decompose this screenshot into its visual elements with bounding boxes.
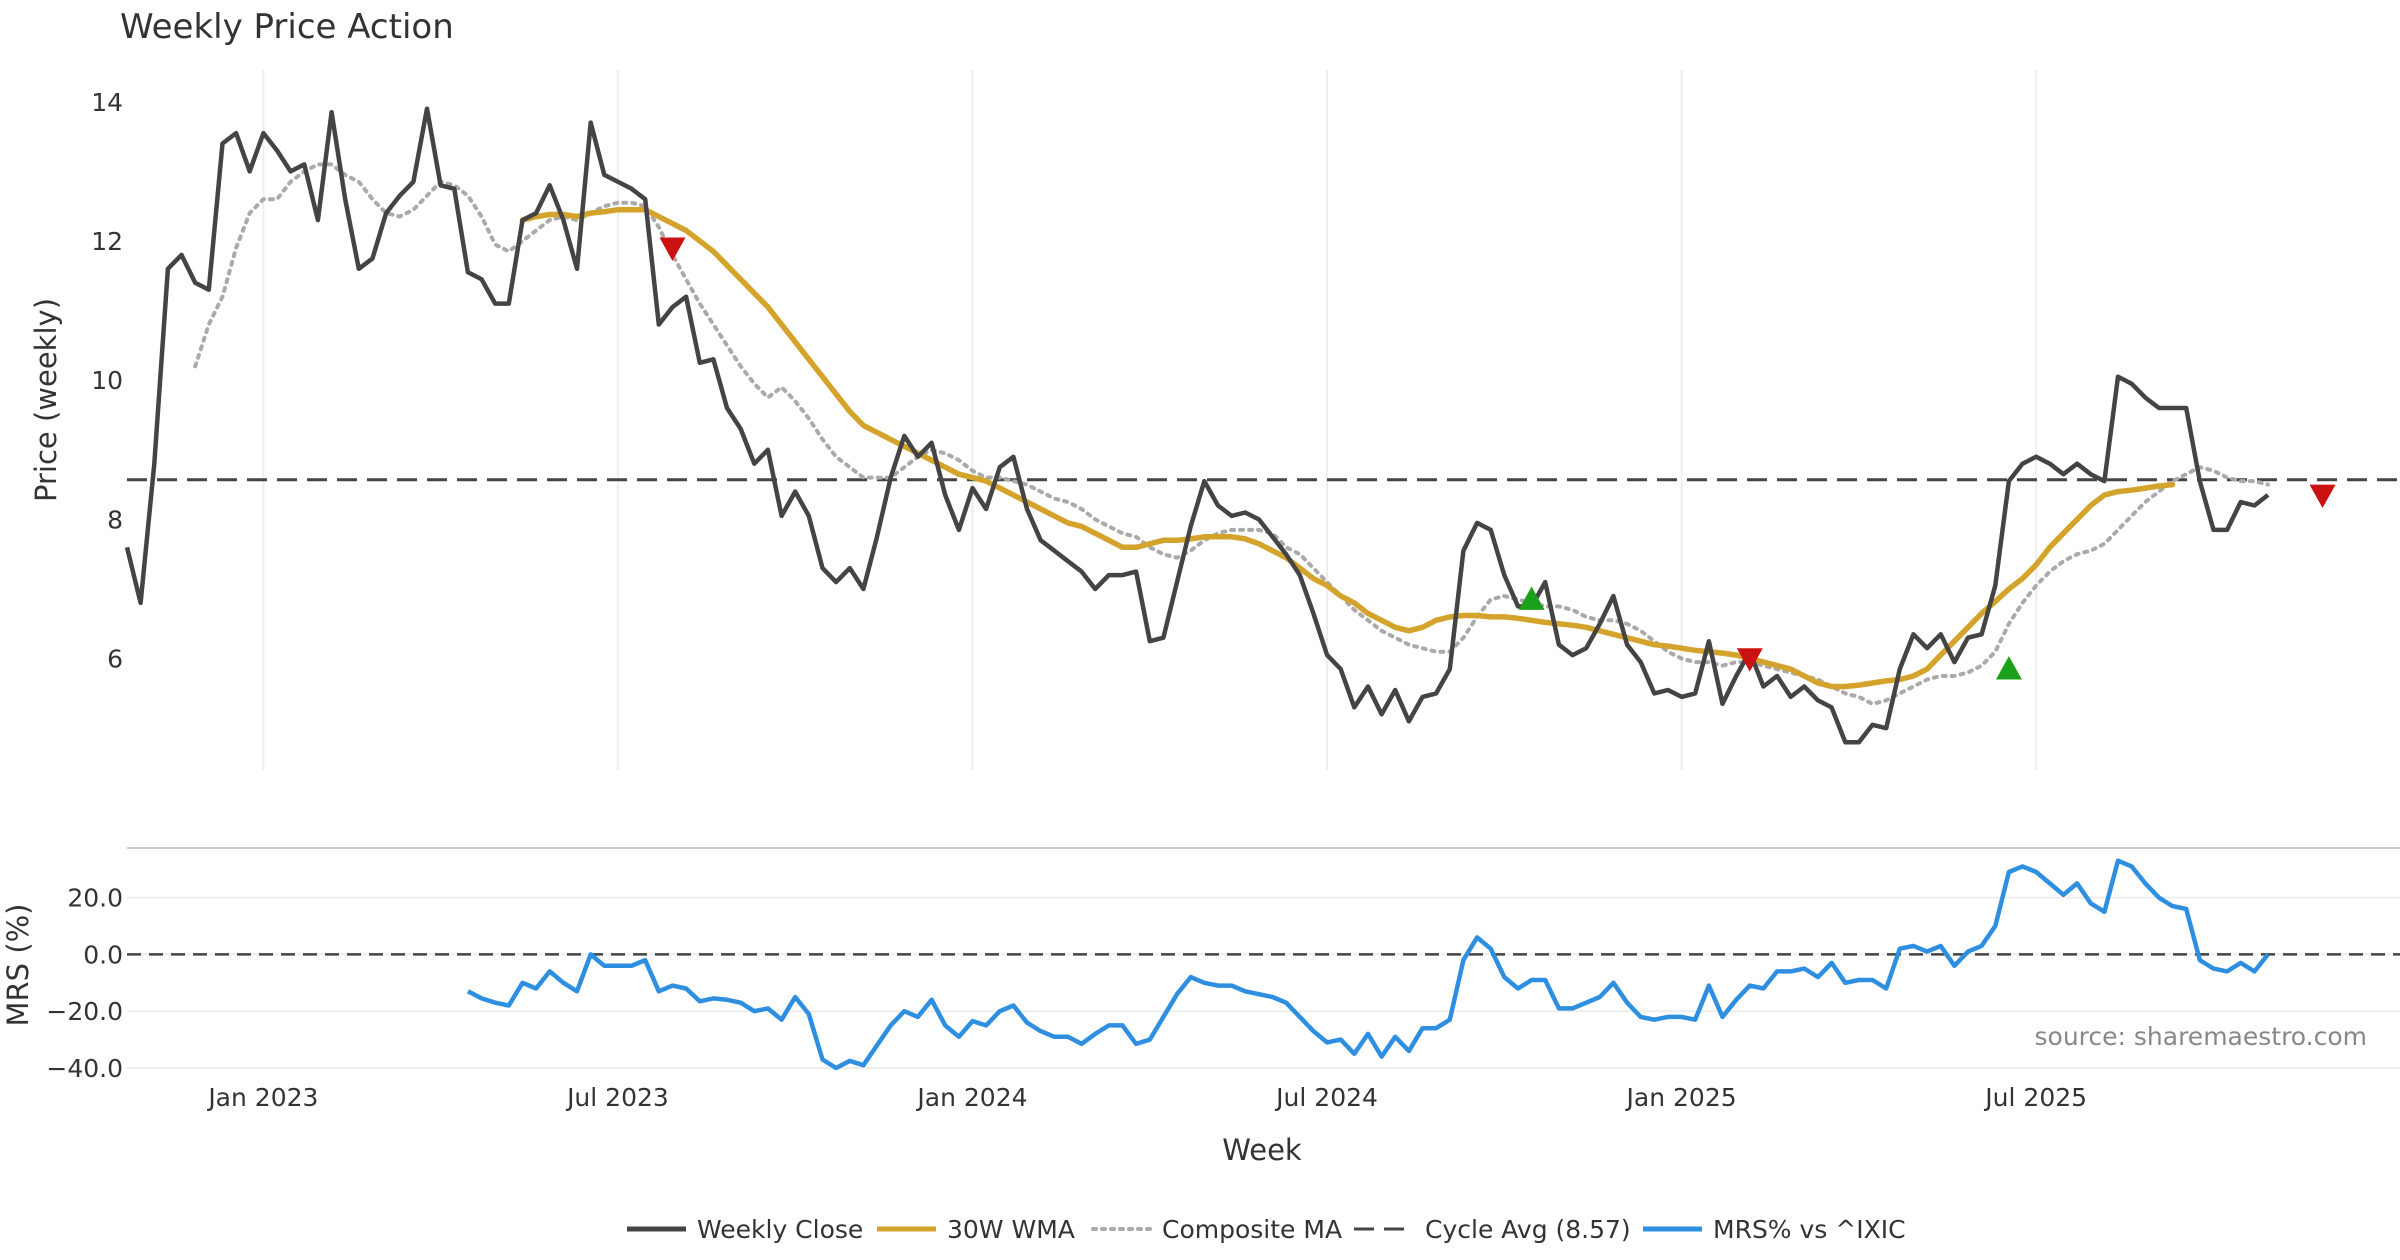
mrs-y-tick: −20.0 <box>46 997 123 1026</box>
mrs-lines <box>127 858 2400 1071</box>
mrs-y-tick: 0.0 <box>83 940 123 969</box>
buy-signal-marker <box>1518 586 1545 610</box>
wma-series <box>519 206 2176 690</box>
legend-label-composite-ma: Composite MA <box>1162 1215 1342 1244</box>
sell-signal-marker <box>1736 648 1763 672</box>
mrs-y-tick: −40.0 <box>46 1054 123 1083</box>
x-tick: Jul 2023 <box>565 1083 669 1112</box>
sell-signal-marker <box>659 237 686 261</box>
mrs-y-axis-label: MRS (%) <box>1 904 35 1027</box>
signal-markers <box>659 237 2336 680</box>
price-y-tick: 14 <box>91 88 123 117</box>
price-y-tick: 12 <box>91 227 123 256</box>
legend-label-cycle-avg: Cycle Avg (8.57) <box>1425 1215 1631 1244</box>
legend-label-weekly-close: Weekly Close <box>697 1215 863 1244</box>
price-y-tick: 8 <box>107 505 123 534</box>
x-tick: Jan 2025 <box>1625 1083 1737 1112</box>
x-tick: Jan 2023 <box>206 1083 318 1112</box>
mrs-series <box>466 858 2270 1071</box>
x-tick: Jul 2025 <box>1983 1083 2087 1112</box>
legend-label-wma: 30W WMA <box>947 1215 1075 1244</box>
x-axis-label: Week <box>1222 1133 1302 1167</box>
mrs-y-tick: 20.0 <box>67 884 123 913</box>
sell-signal-marker <box>2309 484 2336 509</box>
price-lines <box>124 106 2400 745</box>
weekly-close-series <box>124 106 2270 745</box>
x-tick: Jan 2024 <box>915 1083 1027 1112</box>
x-ticks: Jan 2023 Jul 2023 Jan 2024 Jul 2024 Jan 2025… <box>206 1083 2087 1112</box>
source-note: source: sharemaestro.com <box>2035 1022 2368 1051</box>
price-y-ticks: 14 12 10 8 6 <box>91 88 123 674</box>
price-y-tick: 6 <box>107 645 123 674</box>
legend-label-mrs: MRS% vs ^IXIC <box>1713 1215 1906 1244</box>
price-y-axis-label: Price (weekly) <box>29 298 63 502</box>
price-grid <box>262 70 2038 770</box>
mrs-y-ticks: 20.0 0.0 −20.0 −40.0 <box>46 884 123 1083</box>
chart-title: Weekly Price Action <box>120 7 454 47</box>
legend: Weekly Close 30W WMA Composite MA Cycle … <box>627 1215 1906 1244</box>
x-tick: Jul 2024 <box>1274 1083 1378 1112</box>
buy-signal-marker <box>1995 656 2022 680</box>
price-y-tick: 10 <box>91 366 123 395</box>
composite-ma-series <box>193 162 2270 706</box>
